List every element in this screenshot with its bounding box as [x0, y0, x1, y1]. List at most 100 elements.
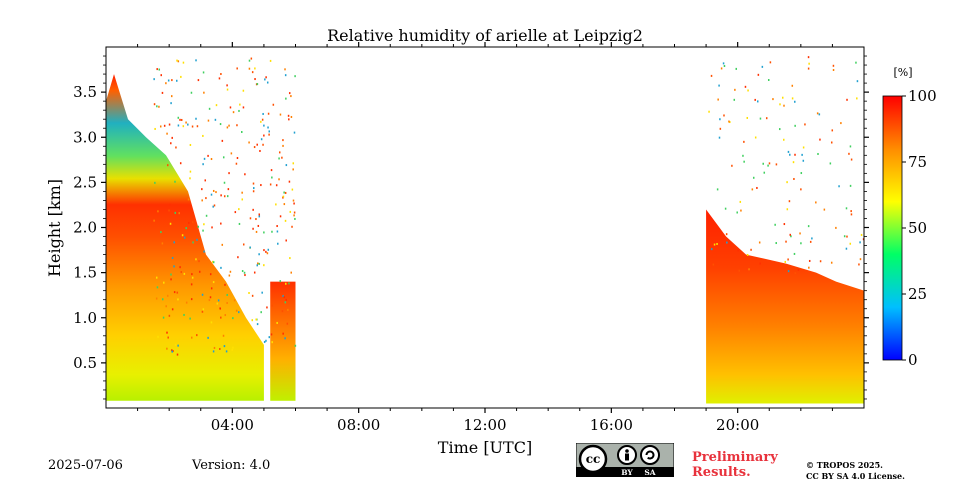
heatmap-noise [293, 214, 295, 217]
heatmap-noise [846, 235, 848, 238]
heatmap-noise [220, 266, 222, 269]
heatmap-noise [800, 172, 803, 175]
heatmap-noise [778, 128, 781, 131]
heatmap-noise [266, 306, 268, 309]
heatmap-noise [283, 296, 286, 299]
heatmap-noise [816, 112, 819, 115]
heatmap-noise [759, 117, 762, 120]
heatmap-noise [751, 188, 754, 191]
heatmap-noise [740, 209, 742, 212]
heatmap-noise [809, 240, 812, 243]
date-label: 2025-07-06 [48, 458, 123, 473]
heatmap-noise [858, 263, 860, 266]
heatmap-noise [293, 211, 296, 214]
heatmap-noise [260, 184, 262, 187]
heatmap-noise [728, 120, 730, 123]
heatmap-noise [155, 276, 158, 279]
y-tick-label: 0.5 [73, 354, 97, 372]
heatmap-noise [763, 171, 766, 174]
heatmap-noise [258, 215, 261, 218]
heatmap-noise [733, 98, 736, 101]
heatmap-noise [291, 188, 294, 191]
heatmap-noise [229, 270, 232, 273]
heatmap-noise [849, 184, 852, 187]
heatmap-noise [182, 61, 185, 64]
heatmap-noise [248, 59, 251, 62]
heatmap-noise [256, 323, 259, 326]
heatmap-noise [161, 242, 164, 245]
heatmap-segment [706, 209, 864, 404]
heatmap-noise [269, 183, 272, 186]
heatmap-noise [786, 208, 789, 211]
heatmap-noise [198, 270, 201, 273]
heatmap-noise [196, 125, 199, 128]
heatmap-noise [765, 117, 768, 120]
heatmap-noise [173, 265, 175, 268]
x-tick-label: 16:00 [590, 416, 633, 434]
heatmap-noise [171, 308, 174, 311]
heatmap-noise [294, 344, 297, 347]
heatmap-noise [808, 266, 810, 269]
colorbar-tick-label: 100 [908, 87, 937, 105]
heatmap-noise [287, 114, 290, 117]
heatmap-noise [249, 246, 251, 249]
heatmap-noise [170, 273, 172, 276]
heatmap-noise [201, 188, 203, 191]
heatmap-noise [271, 176, 273, 179]
heatmap-noise [219, 123, 222, 126]
heatmap-noise [283, 191, 285, 194]
heatmap-noise [241, 270, 244, 273]
heatmap-noise [223, 195, 226, 198]
heatmap-noise [739, 200, 742, 203]
heatmap-noise [829, 162, 832, 165]
heatmap-noise [229, 106, 232, 109]
heatmap-noise [718, 84, 720, 87]
heatmap-noise [244, 173, 246, 176]
heatmap-noise [779, 103, 781, 106]
heatmap-noise [202, 71, 205, 74]
heatmap-noise [202, 134, 204, 137]
heatmap-noise [758, 241, 761, 244]
heatmap-noise [191, 221, 194, 224]
heatmap-noise [171, 79, 173, 82]
heatmap-noise [268, 336, 271, 339]
heatmap-noise [239, 103, 241, 106]
heatmap-noise [165, 305, 167, 308]
heatmap-noise [219, 347, 221, 350]
heatmap-noise [153, 219, 155, 222]
heatmap-noise [255, 218, 257, 221]
heatmap-noise [253, 271, 256, 274]
heatmap-noise [212, 350, 215, 353]
heatmap-noise [718, 136, 721, 139]
heatmap-noise [254, 78, 256, 81]
heatmap-noise [263, 249, 265, 252]
heatmap-noise [202, 229, 204, 232]
heatmap-noise [823, 208, 826, 211]
heatmap-noise [220, 73, 222, 76]
colorbar-tick-label: 25 [908, 285, 927, 303]
heatmap-noise [212, 260, 214, 263]
heatmap-noise [272, 103, 275, 106]
heatmap-noise [190, 336, 193, 339]
heatmap-noise [750, 248, 752, 251]
heatmap-noise [286, 322, 289, 325]
heatmap-noise [197, 225, 200, 228]
heatmap-noise [169, 222, 172, 225]
heatmap-noise [270, 169, 273, 172]
heatmap-noise [746, 116, 749, 119]
heatmap-noise [173, 241, 175, 244]
heatmap-noise [261, 118, 264, 121]
heatmap-noise [190, 298, 193, 301]
heatmap-noise [235, 162, 238, 165]
heatmap-noise [170, 278, 172, 281]
colorbar: [%] 0 25 50 75 100 [882, 66, 937, 369]
heatmap-noise [775, 242, 777, 245]
heatmap-noise [290, 115, 293, 118]
heatmap-noise [282, 195, 285, 198]
heatmap-noise [208, 299, 211, 302]
heatmap-noise [220, 194, 222, 197]
heatmap-noise [216, 302, 219, 305]
y-tick-label: 2.5 [73, 173, 97, 191]
heatmap-noise [251, 71, 254, 74]
y-axis: 0.5 1.0 1.5 2.0 2.5 3.0 3.5 [73, 55, 869, 400]
